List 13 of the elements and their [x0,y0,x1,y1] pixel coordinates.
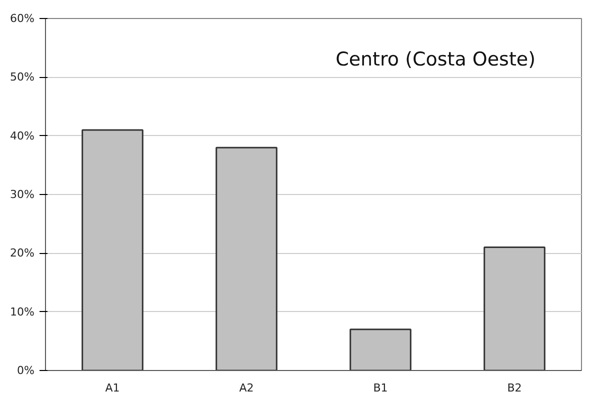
x-tick-label: B1 [373,382,388,394]
y-tick-label: 50% [10,70,35,84]
y-tick-label: 20% [10,246,35,260]
x-tick-label: B2 [507,382,522,394]
y-tick-label: 30% [10,188,35,201]
y-tick-label: 40% [10,129,35,142]
text: Centro (Costa Oeste) [336,48,536,70]
x-tick-label: A2 [239,382,254,394]
y-tick-label: 60% [10,12,35,25]
y-tick-label: 0% [17,364,34,377]
x-tick-label: A1 [105,382,120,394]
y-tick-label: 10% [10,305,35,318]
bar [350,328,412,370]
